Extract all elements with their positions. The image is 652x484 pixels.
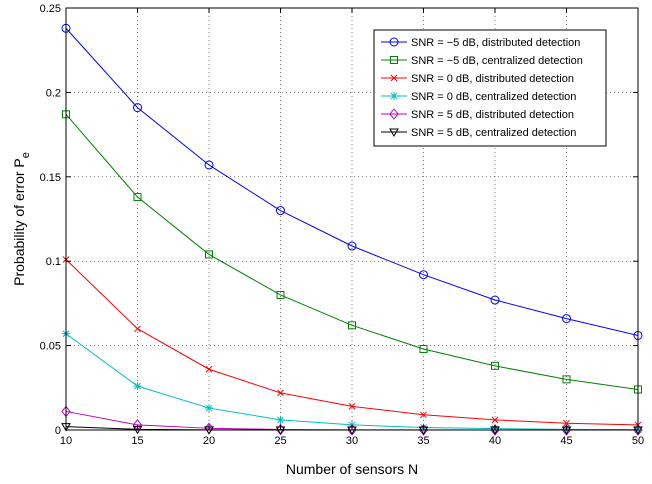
legend-label: SNR = −5 dB, centralized detection xyxy=(411,55,583,67)
data-point xyxy=(562,314,571,324)
legend-marker xyxy=(390,56,398,64)
data-point xyxy=(133,103,142,113)
y-axis-label-subscript: e xyxy=(20,152,32,158)
data-point xyxy=(276,415,285,424)
data-point xyxy=(491,361,499,370)
y-tick-label: 0.1 xyxy=(46,256,61,268)
legend-marker xyxy=(390,74,398,82)
legend-entry: SNR = −5 dB, centralized detection xyxy=(381,55,583,67)
x-tick-label: 15 xyxy=(131,435,143,447)
legend-marker xyxy=(389,108,399,120)
y-tick-label: 0.2 xyxy=(46,87,61,99)
x-tick-label: 10 xyxy=(60,435,72,447)
y-tick-label: 0 xyxy=(55,425,61,437)
data-point xyxy=(419,270,428,280)
data-point xyxy=(419,344,428,353)
x-tick-label: 45 xyxy=(560,435,572,447)
data-point xyxy=(205,365,213,373)
x-tick-label: 35 xyxy=(417,435,429,447)
data-point xyxy=(491,416,499,424)
legend-label: SNR = 0 dB, distributed detection xyxy=(411,73,574,85)
y-tick-label: 0.15 xyxy=(40,172,61,184)
legend-marker xyxy=(390,92,398,100)
legend-label: SNR = −5 dB, distributed detection xyxy=(411,37,580,49)
x-tick-label: 50 xyxy=(632,435,644,447)
data-point xyxy=(134,325,141,333)
data-point xyxy=(490,295,500,305)
x-axis-label: Number of sensors N xyxy=(286,461,418,477)
y-axis-label-main: Probability of error P xyxy=(11,158,27,286)
legend-label: SNR = 0 dB, centralized detection xyxy=(411,91,576,103)
legend-entry: SNR = 5 dB, distributed detection xyxy=(381,108,574,121)
legend: SNR = −5 dB, distributed detection SNR = … xyxy=(373,29,607,147)
data-point xyxy=(205,250,213,259)
legend-entry: SNR = −5 dB, distributed detection xyxy=(381,37,580,49)
data-point xyxy=(348,321,356,330)
data-point xyxy=(563,419,570,427)
data-point xyxy=(348,403,356,410)
data-point xyxy=(204,160,214,170)
legend-box xyxy=(373,29,607,147)
y-axis-label: Probability of error Pe xyxy=(11,152,32,286)
y-tick-label: 0.25 xyxy=(40,3,61,15)
legend-entry: SNR = 5 dB, centralized detection xyxy=(381,127,576,139)
legend-label: SNR = 5 dB, centralized detection xyxy=(411,127,576,139)
data-point xyxy=(562,375,571,384)
data-point xyxy=(205,404,213,413)
data-point xyxy=(133,382,142,391)
legend-entry: SNR = 0 dB, centralized detection xyxy=(381,91,576,103)
data-point xyxy=(276,206,285,216)
series-line xyxy=(65,27,639,336)
data-point xyxy=(133,193,142,202)
data-point xyxy=(276,290,285,299)
series-line xyxy=(65,114,639,390)
y-tick-label: 0.05 xyxy=(40,341,61,353)
data-point xyxy=(277,389,284,397)
legend-label: SNR = 5 dB, distributed detection xyxy=(411,109,574,121)
legend-entry: SNR = 0 dB, distributed detection xyxy=(381,73,574,85)
legend-marker xyxy=(389,37,399,47)
y-axis-label-group: Probability of error Pe xyxy=(11,152,32,286)
x-tick-label: 30 xyxy=(346,435,358,447)
x-tick-label: 40 xyxy=(489,435,501,447)
x-tick-label: 25 xyxy=(274,435,286,447)
legend-marker xyxy=(389,128,399,138)
ticks: 10 15 20 25 30 35 40 45 50 0 0.05 0.1 0.15 0.2 0.25 xyxy=(40,3,645,447)
data-point xyxy=(420,411,427,419)
data-point xyxy=(347,241,357,251)
x-tick-label: 20 xyxy=(203,435,215,447)
